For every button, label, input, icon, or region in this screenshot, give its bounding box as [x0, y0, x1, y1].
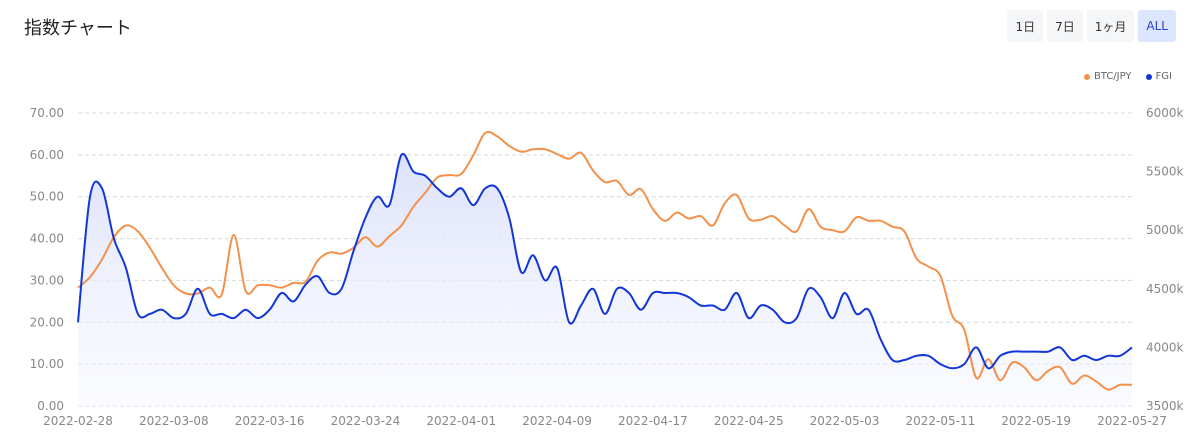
chart-legend: BTC/JPY FGI: [1083, 71, 1172, 82]
range-1d-button[interactable]: 1日: [1007, 10, 1044, 42]
range-1m-button[interactable]: 1ヶ月: [1086, 10, 1135, 42]
left-tick-label: 20.00: [30, 315, 64, 329]
right-tick-label: 3500k: [1146, 399, 1184, 413]
x-tick-label: 2022-05-11: [905, 414, 975, 428]
legend-item-fgi[interactable]: FGI: [1145, 71, 1172, 82]
right-axis: 3500k 4000k 4500k 5000k 5500k 6000k: [1146, 106, 1184, 413]
x-tick-label: 2022-04-01: [426, 414, 496, 428]
left-axis: 0.00 10.00 20.00 30.00 40.00 50.00 60.00 70.00: [30, 106, 64, 413]
x-tick-label: 2022-03-24: [331, 414, 401, 428]
x-tick-label: 2022-04-09: [522, 414, 592, 428]
legend-dot-btc: [1083, 73, 1090, 80]
left-tick-label: 10.00: [30, 357, 64, 371]
left-tick-label: 70.00: [30, 106, 64, 120]
right-tick-label: 5000k: [1146, 223, 1184, 237]
legend-item-btc[interactable]: BTC/JPY: [1083, 71, 1132, 82]
x-tick-label: 2022-03-16: [235, 414, 305, 428]
x-tick-label: 2022-03-08: [139, 414, 209, 428]
fgi-area: [78, 153, 1132, 406]
x-axis: 2022-02-28 2022-03-08 2022-03-16 2022-03-24…: [43, 414, 1167, 428]
x-tick-label: 2022-04-17: [618, 414, 688, 428]
range-7d-button[interactable]: 7日: [1047, 10, 1083, 42]
x-tick-label: 2022-04-25: [714, 414, 784, 428]
x-tick-label: 2022-05-27: [1097, 414, 1167, 428]
range-all-button[interactable]: ALL: [1138, 10, 1176, 42]
legend-dot-fgi: [1145, 73, 1152, 80]
x-tick-label: 2022-05-03: [810, 414, 880, 428]
x-tick-label: 2022-02-28: [43, 414, 113, 428]
right-tick-label: 5500k: [1146, 165, 1184, 179]
left-tick-label: 40.00: [30, 232, 64, 246]
right-tick-label: 6000k: [1146, 106, 1184, 120]
left-tick-label: 60.00: [30, 148, 64, 162]
fgi-line[interactable]: [77, 152, 1133, 370]
range-selector: 1日 7日 1ヶ月 ALL: [1007, 10, 1176, 42]
left-tick-label: 50.00: [30, 190, 64, 204]
legend-label-btc: BTC/JPY: [1093, 71, 1132, 82]
left-tick-label: 30.00: [30, 273, 64, 287]
right-tick-label: 4500k: [1146, 282, 1184, 296]
btc-line[interactable]: [77, 130, 1133, 391]
legend-label-fgi: FGI: [1155, 71, 1172, 82]
left-tick-label: 0.00: [37, 399, 64, 413]
right-tick-label: 4000k: [1146, 340, 1184, 354]
page-title: 指数チャート: [24, 18, 132, 39]
x-tick-label: 2022-05-19: [1001, 414, 1071, 428]
